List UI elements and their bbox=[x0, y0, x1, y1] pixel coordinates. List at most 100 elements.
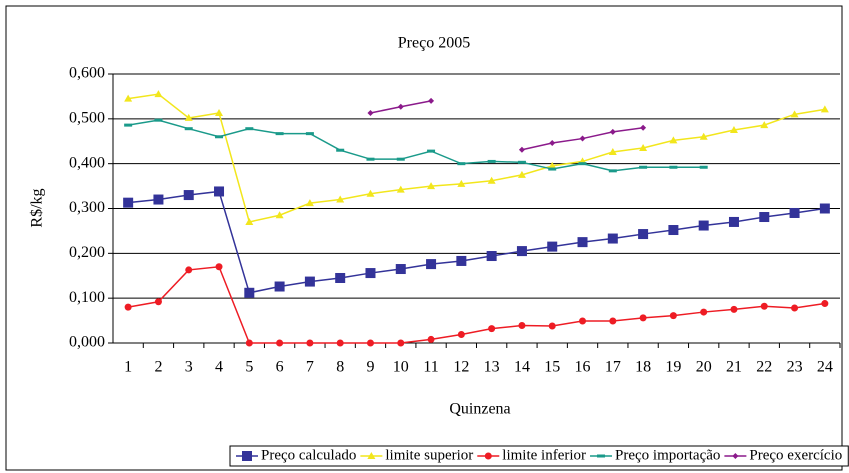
point-marker bbox=[367, 452, 376, 459]
x-tick-label: 23 bbox=[787, 359, 803, 376]
point-marker bbox=[275, 132, 284, 136]
point-marker bbox=[154, 90, 163, 98]
point-marker bbox=[154, 298, 162, 306]
point-marker bbox=[305, 132, 314, 136]
x-tick-label: 14 bbox=[514, 359, 530, 376]
x-tick-label: 3 bbox=[185, 359, 193, 376]
point-marker bbox=[548, 161, 557, 169]
point-marker bbox=[759, 212, 770, 223]
point-marker bbox=[427, 149, 436, 153]
point-marker bbox=[457, 162, 466, 166]
point-marker bbox=[579, 317, 587, 325]
x-tick-label: 2 bbox=[154, 359, 162, 376]
point-marker bbox=[274, 281, 285, 292]
point-marker bbox=[124, 303, 132, 311]
point-marker bbox=[427, 182, 436, 190]
point-marker bbox=[336, 195, 345, 203]
point-marker bbox=[245, 127, 254, 131]
x-tick-label: 21 bbox=[726, 359, 742, 376]
point-marker bbox=[699, 165, 708, 169]
x-tick-label: 6 bbox=[276, 359, 284, 376]
point-marker bbox=[124, 123, 133, 127]
legend-label: limite inferior bbox=[502, 447, 586, 463]
point-marker bbox=[304, 276, 315, 287]
point-marker bbox=[184, 127, 193, 131]
point-marker bbox=[728, 216, 739, 227]
point-marker bbox=[215, 109, 224, 117]
point-marker bbox=[214, 186, 225, 197]
point-marker bbox=[578, 162, 587, 166]
series-line bbox=[128, 190, 825, 294]
point-marker bbox=[306, 339, 314, 347]
point-marker bbox=[215, 135, 224, 139]
point-marker bbox=[821, 300, 829, 308]
point-marker bbox=[245, 339, 253, 347]
point-marker bbox=[457, 330, 465, 338]
point-marker bbox=[396, 157, 405, 161]
point-marker bbox=[608, 148, 617, 156]
point-marker bbox=[609, 128, 616, 135]
x-tick-label: 11 bbox=[423, 359, 438, 376]
point-marker bbox=[669, 136, 678, 144]
point-marker bbox=[366, 339, 374, 347]
point-marker bbox=[699, 132, 708, 140]
point-marker bbox=[396, 185, 405, 193]
point-marker bbox=[487, 176, 496, 184]
point-marker bbox=[397, 339, 405, 347]
y-tick-label: 0,000 bbox=[69, 334, 105, 351]
legend-label: limite superior bbox=[385, 447, 473, 463]
point-marker bbox=[668, 225, 679, 236]
point-marker bbox=[305, 199, 314, 207]
x-tick-label: 10 bbox=[393, 359, 409, 376]
point-marker bbox=[153, 194, 164, 205]
point-marker bbox=[638, 229, 649, 240]
point-marker bbox=[183, 190, 194, 201]
point-marker bbox=[730, 305, 738, 313]
point-marker bbox=[124, 94, 133, 102]
point-marker bbox=[639, 165, 648, 169]
x-tick-label: 12 bbox=[453, 359, 469, 376]
y-tick-label: 0,500 bbox=[69, 110, 105, 127]
point-marker bbox=[123, 197, 134, 208]
x-tick-label: 13 bbox=[484, 359, 500, 376]
point-marker bbox=[640, 124, 647, 131]
point-marker bbox=[732, 453, 739, 459]
point-marker bbox=[426, 259, 437, 270]
point-marker bbox=[669, 312, 677, 320]
point-marker bbox=[820, 105, 829, 113]
legend-label: Preço calculado bbox=[261, 447, 356, 463]
legend-label: Preço importação bbox=[615, 447, 720, 463]
point-marker bbox=[276, 339, 284, 347]
point-marker bbox=[789, 207, 800, 218]
x-tick-label: 8 bbox=[336, 359, 344, 376]
point-marker bbox=[487, 159, 496, 163]
point-marker bbox=[516, 246, 527, 257]
point-marker bbox=[547, 241, 558, 252]
point-marker bbox=[488, 325, 496, 333]
point-marker bbox=[244, 287, 255, 298]
x-tick-label: 22 bbox=[756, 359, 772, 376]
y-tick-label: 0,400 bbox=[69, 154, 105, 171]
point-marker bbox=[245, 217, 254, 225]
legend-label: Preço exercício bbox=[749, 447, 842, 463]
point-marker bbox=[579, 135, 586, 142]
x-tick-label: 7 bbox=[306, 359, 314, 376]
point-marker bbox=[457, 179, 466, 187]
point-marker bbox=[729, 126, 738, 134]
point-marker bbox=[548, 167, 557, 171]
point-marker bbox=[760, 121, 769, 129]
point-marker bbox=[819, 203, 830, 214]
point-marker bbox=[518, 322, 526, 330]
point-marker bbox=[517, 170, 526, 178]
point-marker bbox=[275, 211, 284, 219]
point-marker bbox=[639, 143, 648, 151]
point-marker bbox=[639, 314, 647, 322]
point-marker bbox=[608, 169, 617, 173]
point-marker bbox=[366, 157, 375, 161]
point-marker bbox=[548, 322, 556, 330]
point-marker bbox=[335, 272, 346, 283]
x-tick-label: 17 bbox=[605, 359, 621, 376]
point-marker bbox=[518, 146, 525, 153]
point-marker bbox=[577, 237, 588, 248]
legend-box bbox=[229, 445, 849, 467]
